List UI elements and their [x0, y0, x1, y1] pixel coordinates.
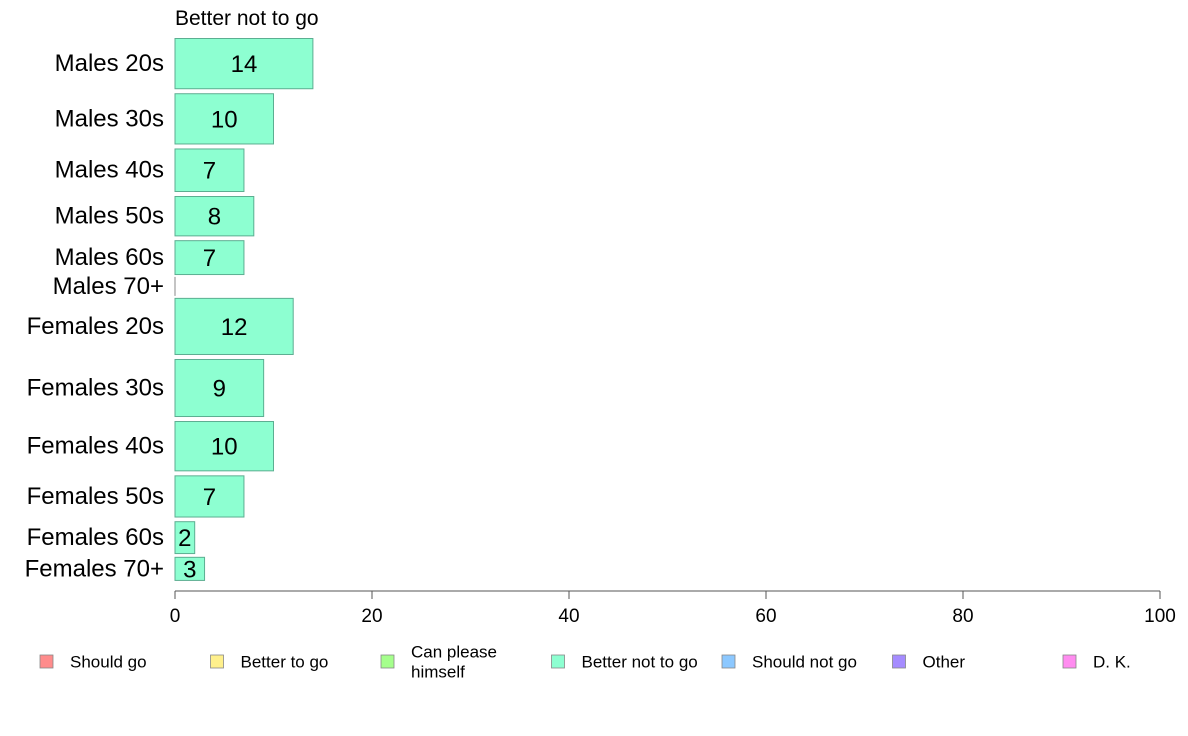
data-label: 8	[208, 204, 221, 231]
legend-label: himself	[411, 663, 465, 682]
legend-label: Should not go	[752, 653, 857, 672]
data-label: 7	[203, 245, 216, 272]
legend-swatch	[551, 654, 565, 669]
bar	[174, 556, 206, 581]
legend-label: Can please	[411, 643, 497, 662]
data-label: 3	[183, 556, 196, 583]
bar	[174, 421, 274, 472]
data-label: 10	[211, 106, 238, 133]
category-label: Females 30s	[27, 375, 164, 402]
data-label: 9	[213, 376, 226, 403]
data-label: 7	[203, 484, 216, 511]
legend-item: Should not go	[721, 653, 857, 672]
bar	[174, 196, 255, 237]
category-label: Females 50s	[27, 483, 164, 510]
panel-title: Better not to go	[175, 7, 319, 30]
legend-label: Other	[923, 653, 966, 672]
data-label: 10	[211, 434, 238, 461]
legend-swatch	[210, 654, 224, 669]
x-tick-label: 20	[361, 606, 382, 627]
bar	[174, 93, 274, 145]
bar	[174, 38, 314, 90]
legend-label: D. K.	[1093, 653, 1131, 672]
data-label: 12	[221, 314, 248, 341]
category-label: Males 60s	[55, 244, 164, 271]
category-label: Females 60s	[27, 524, 164, 551]
legend-swatch	[892, 654, 906, 669]
category-label: Males 30s	[55, 105, 164, 132]
category-label: Males 20s	[55, 50, 164, 77]
category-label: Males 50s	[55, 203, 164, 230]
bar	[174, 358, 265, 418]
bar	[174, 148, 245, 193]
legend-label: Better to go	[241, 653, 329, 672]
data-label: 14	[231, 51, 258, 78]
legend-swatch	[380, 654, 395, 669]
x-tick-label: 0	[170, 606, 181, 627]
bar	[174, 297, 294, 355]
legend-item: Better to go	[210, 653, 329, 672]
bars-group: Males 20s 14 Males 30s 10 Males 40s 7 Males 50…	[25, 38, 314, 583]
category-label: Males 70+	[53, 273, 164, 300]
data-label: 2	[178, 525, 191, 552]
legend-item: Other	[892, 653, 966, 672]
x-tick-label: 100	[1144, 606, 1176, 627]
legend-swatch	[39, 654, 54, 669]
category-label: Females 20s	[27, 313, 164, 340]
x-tick-label: 60	[755, 606, 776, 627]
x-tick-label: 40	[558, 606, 579, 627]
bar	[174, 240, 245, 276]
legend-label: Better not to go	[582, 653, 698, 672]
bar	[174, 475, 245, 518]
category-label: Males 40s	[55, 157, 164, 184]
legend-item: Better not to go	[551, 653, 698, 672]
legend-swatch	[721, 654, 736, 669]
legend-item: Should go	[39, 653, 147, 672]
category-label: Females 40s	[27, 433, 164, 460]
legend-swatch	[1062, 654, 1077, 669]
category-label: Females 70+	[25, 555, 164, 582]
bar	[174, 521, 196, 555]
x-tick-label: 80	[952, 606, 973, 627]
legend-item: D. K.	[1062, 653, 1131, 672]
data-label: 7	[203, 158, 216, 185]
x-axis: 0 20 40 60 80 100	[170, 590, 1176, 627]
legend-label: Should go	[70, 653, 147, 672]
